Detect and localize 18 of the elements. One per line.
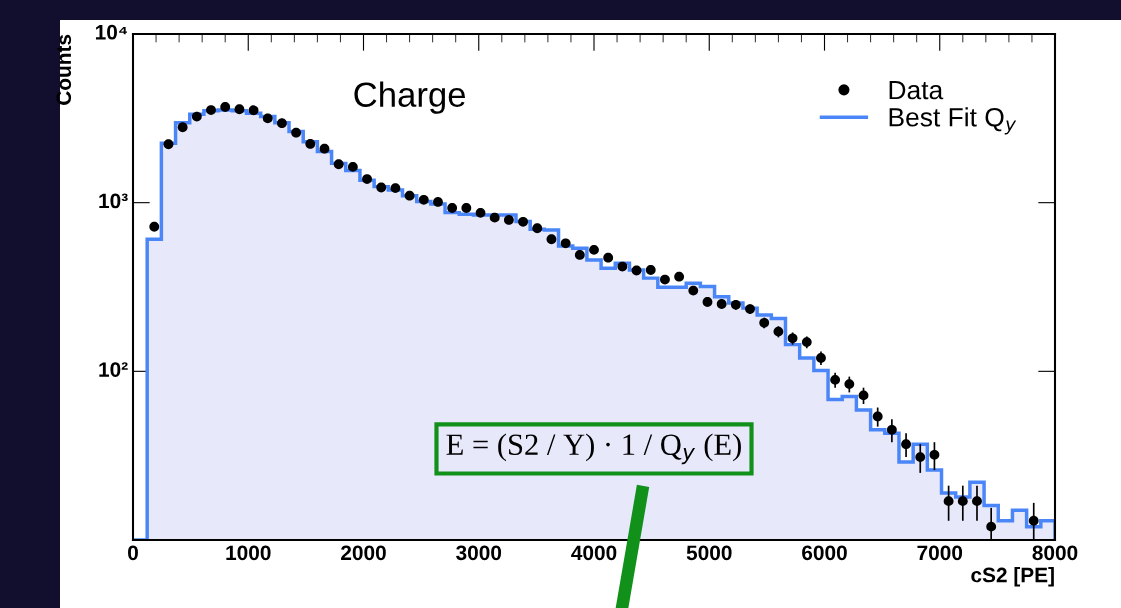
legend-label: Best Fit Q$_{y}$ <box>889 107 1017 135</box>
legend-label: Data <box>889 80 944 100</box>
y-tick-label: 10³ <box>99 193 128 209</box>
text: Charge <box>354 81 465 114</box>
y-tick-label: 10² <box>99 362 128 377</box>
x-tick-label: 6000 <box>802 545 847 561</box>
x-tick-label: 8000 <box>1032 545 1078 561</box>
x-tick-label: 4000 <box>571 545 617 561</box>
x-tick-label: 3000 <box>456 545 502 561</box>
x-tick-label: 1000 <box>226 545 271 561</box>
y-axis-title: Counts <box>56 34 72 105</box>
x-tick-label: 5000 <box>686 545 732 561</box>
x-tick-label: 7000 <box>917 545 963 561</box>
x-axis-title: cS2 [PE] <box>971 567 1054 587</box>
y-tick-label: 10⁴ <box>95 24 127 40</box>
annotation: E = (S2 / Y) · 1 / Q$_{y}$ (E) <box>446 433 741 465</box>
x-tick-label: 0 <box>128 545 138 561</box>
x-tick-label: 2000 <box>341 545 386 561</box>
